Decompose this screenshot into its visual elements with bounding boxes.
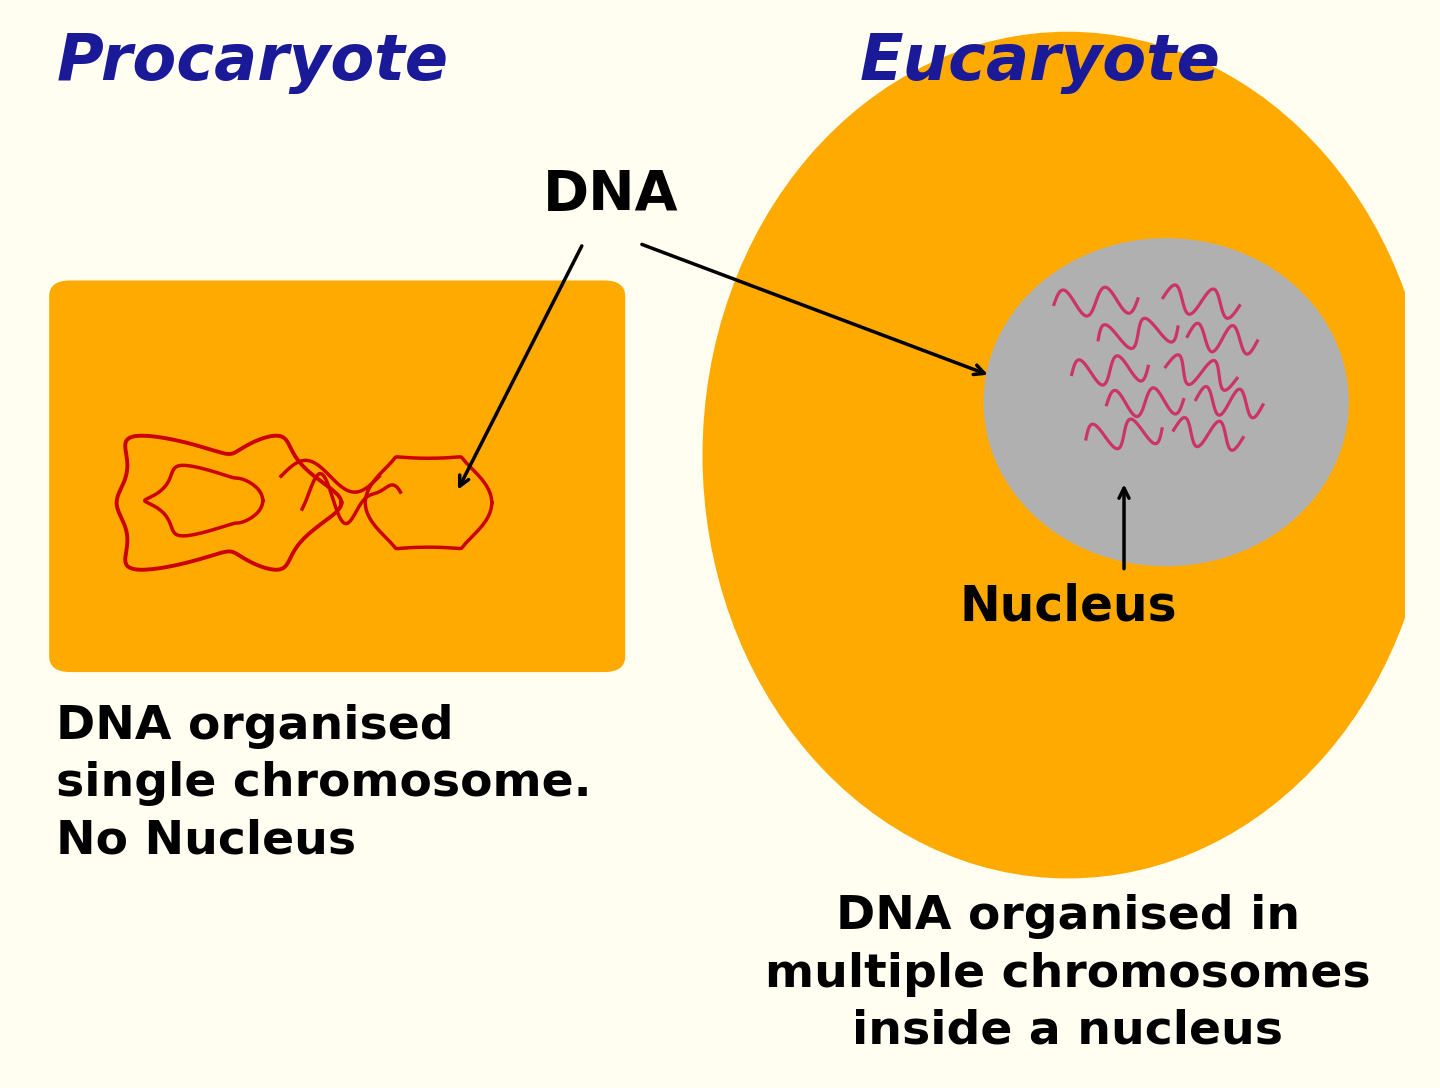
Text: Eucaryote: Eucaryote [860,32,1220,94]
FancyBboxPatch shape [49,281,625,672]
Text: DNA organised
single chromosome.
No Nucleus: DNA organised single chromosome. No Nucl… [56,704,592,863]
Text: Procaryote: Procaryote [56,32,449,94]
Text: DNA: DNA [543,169,680,222]
Text: DNA organised in
multiple chromosomes
inside a nucleus: DNA organised in multiple chromosomes in… [765,894,1371,1054]
Ellipse shape [984,238,1349,566]
Ellipse shape [703,32,1433,878]
Text: Nucleus: Nucleus [959,582,1176,630]
